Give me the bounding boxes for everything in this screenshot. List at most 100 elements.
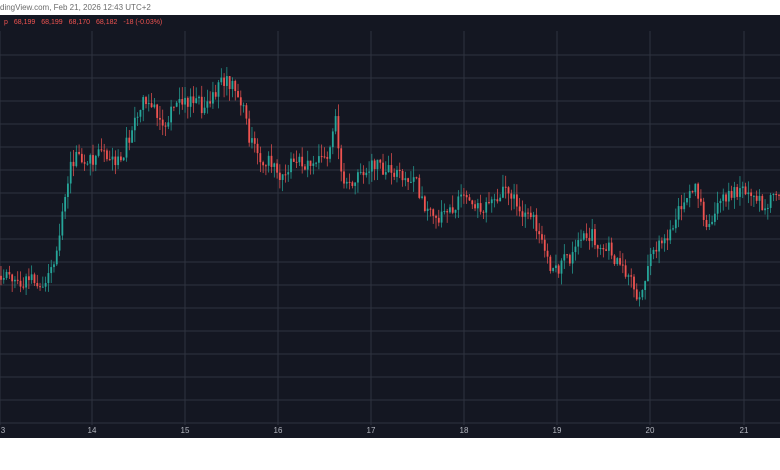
down-candle-body	[239, 97, 242, 106]
down-candle-body	[120, 156, 122, 161]
up-candle-body	[231, 80, 234, 90]
up-candle-body	[552, 268, 555, 271]
up-candle-body	[220, 77, 223, 83]
up-candle-body	[577, 240, 580, 247]
down-candle-body	[566, 254, 568, 256]
down-candle-body	[39, 286, 41, 288]
time-tick-label: 14	[88, 426, 97, 435]
down-candle-body	[702, 201, 705, 220]
down-candle-body	[602, 247, 605, 250]
up-candle-body	[627, 275, 630, 277]
down-candle-body	[382, 162, 384, 175]
down-candle-body	[515, 194, 518, 207]
up-candle-body	[772, 193, 775, 196]
down-candle-body	[527, 212, 529, 214]
candlestick-svg[interactable]: 3 14 15 16 17 18 19 20 21	[0, 15, 780, 438]
up-candle-body	[370, 160, 373, 172]
up-candle-body	[167, 122, 170, 127]
down-candle-body	[635, 289, 638, 300]
up-candle-body	[354, 182, 357, 186]
up-candle-body	[739, 188, 741, 197]
down-candle-body	[262, 162, 265, 166]
down-candle-body	[100, 149, 103, 151]
up-candle-body	[607, 242, 610, 251]
down-candle-body	[270, 155, 273, 167]
up-candle-body	[485, 202, 488, 213]
up-candle-body	[217, 82, 220, 97]
up-candle-body	[686, 198, 688, 203]
down-candle-body	[145, 97, 147, 105]
up-candle-body	[766, 207, 769, 209]
up-candle-body	[331, 131, 334, 148]
up-candle-body	[153, 104, 156, 108]
down-candle-body	[256, 143, 259, 154]
ohlc-high: 68,199	[41, 19, 63, 26]
down-candle-body	[8, 271, 11, 275]
up-candle-body	[580, 239, 582, 241]
up-candle-body	[647, 266, 649, 282]
down-candle-body	[390, 165, 393, 173]
down-candle-body	[761, 195, 764, 211]
down-candle-body	[284, 174, 287, 176]
up-candle-body	[47, 273, 50, 284]
up-candle-body	[454, 209, 457, 213]
down-candle-body	[343, 171, 345, 184]
up-candle-body	[412, 177, 415, 182]
down-candle-body	[292, 158, 295, 162]
down-candle-body	[610, 242, 613, 256]
up-candle-body	[769, 195, 772, 208]
down-candle-body	[253, 138, 256, 144]
up-candle-body	[396, 169, 398, 177]
up-candle-body	[410, 181, 412, 183]
up-candle-body	[317, 156, 320, 163]
down-candle-body	[778, 194, 780, 196]
up-candle-body	[694, 183, 697, 193]
up-candle-body	[449, 207, 451, 213]
down-candle-body	[228, 76, 231, 90]
down-candle-body	[705, 219, 708, 228]
down-candle-body	[750, 192, 753, 196]
down-candle-body	[373, 160, 376, 170]
up-candle-body	[5, 271, 8, 278]
down-candle-body	[585, 233, 588, 238]
up-candle-body	[708, 223, 711, 228]
down-candle-body	[340, 148, 343, 172]
down-candle-body	[362, 171, 365, 176]
down-candle-body	[680, 206, 683, 210]
time-tick-label: 21	[740, 426, 749, 435]
up-candle-body	[298, 156, 301, 163]
down-candle-body	[655, 249, 658, 252]
down-candle-body	[108, 159, 111, 161]
up-candle-body	[764, 208, 766, 211]
up-candle-body	[281, 174, 284, 180]
time-tick-label: 16	[274, 426, 283, 435]
up-candle-body	[669, 229, 672, 241]
down-candle-body	[535, 214, 538, 232]
down-candle-body	[161, 119, 164, 126]
up-candle-body	[189, 96, 192, 107]
down-candle-body	[245, 105, 248, 119]
down-candle-body	[150, 103, 153, 108]
down-candle-body	[510, 193, 513, 199]
up-candle-body	[136, 116, 139, 118]
down-candle-body	[164, 125, 167, 127]
source-line: dingView.com, Feb 21, 2026 12:43 UTC+2	[0, 0, 780, 15]
down-candle-body	[398, 169, 401, 172]
up-candle-body	[616, 258, 619, 265]
price-plot-area[interactable]: 3 14 15 16 17 18 19 20 21	[0, 15, 780, 438]
up-candle-body	[334, 116, 337, 132]
up-candle-body	[555, 265, 557, 269]
up-candle-body	[649, 254, 652, 267]
down-candle-body	[156, 104, 159, 118]
down-candle-body	[379, 159, 382, 163]
down-candle-body	[181, 99, 184, 105]
time-tick-label: 15	[181, 426, 190, 435]
down-candle-body	[429, 208, 432, 210]
up-candle-body	[652, 249, 655, 255]
up-candle-body	[753, 195, 755, 197]
up-candle-body	[315, 162, 318, 164]
up-candle-body	[198, 96, 200, 99]
up-candle-body	[357, 172, 359, 183]
down-candle-body	[11, 274, 14, 282]
